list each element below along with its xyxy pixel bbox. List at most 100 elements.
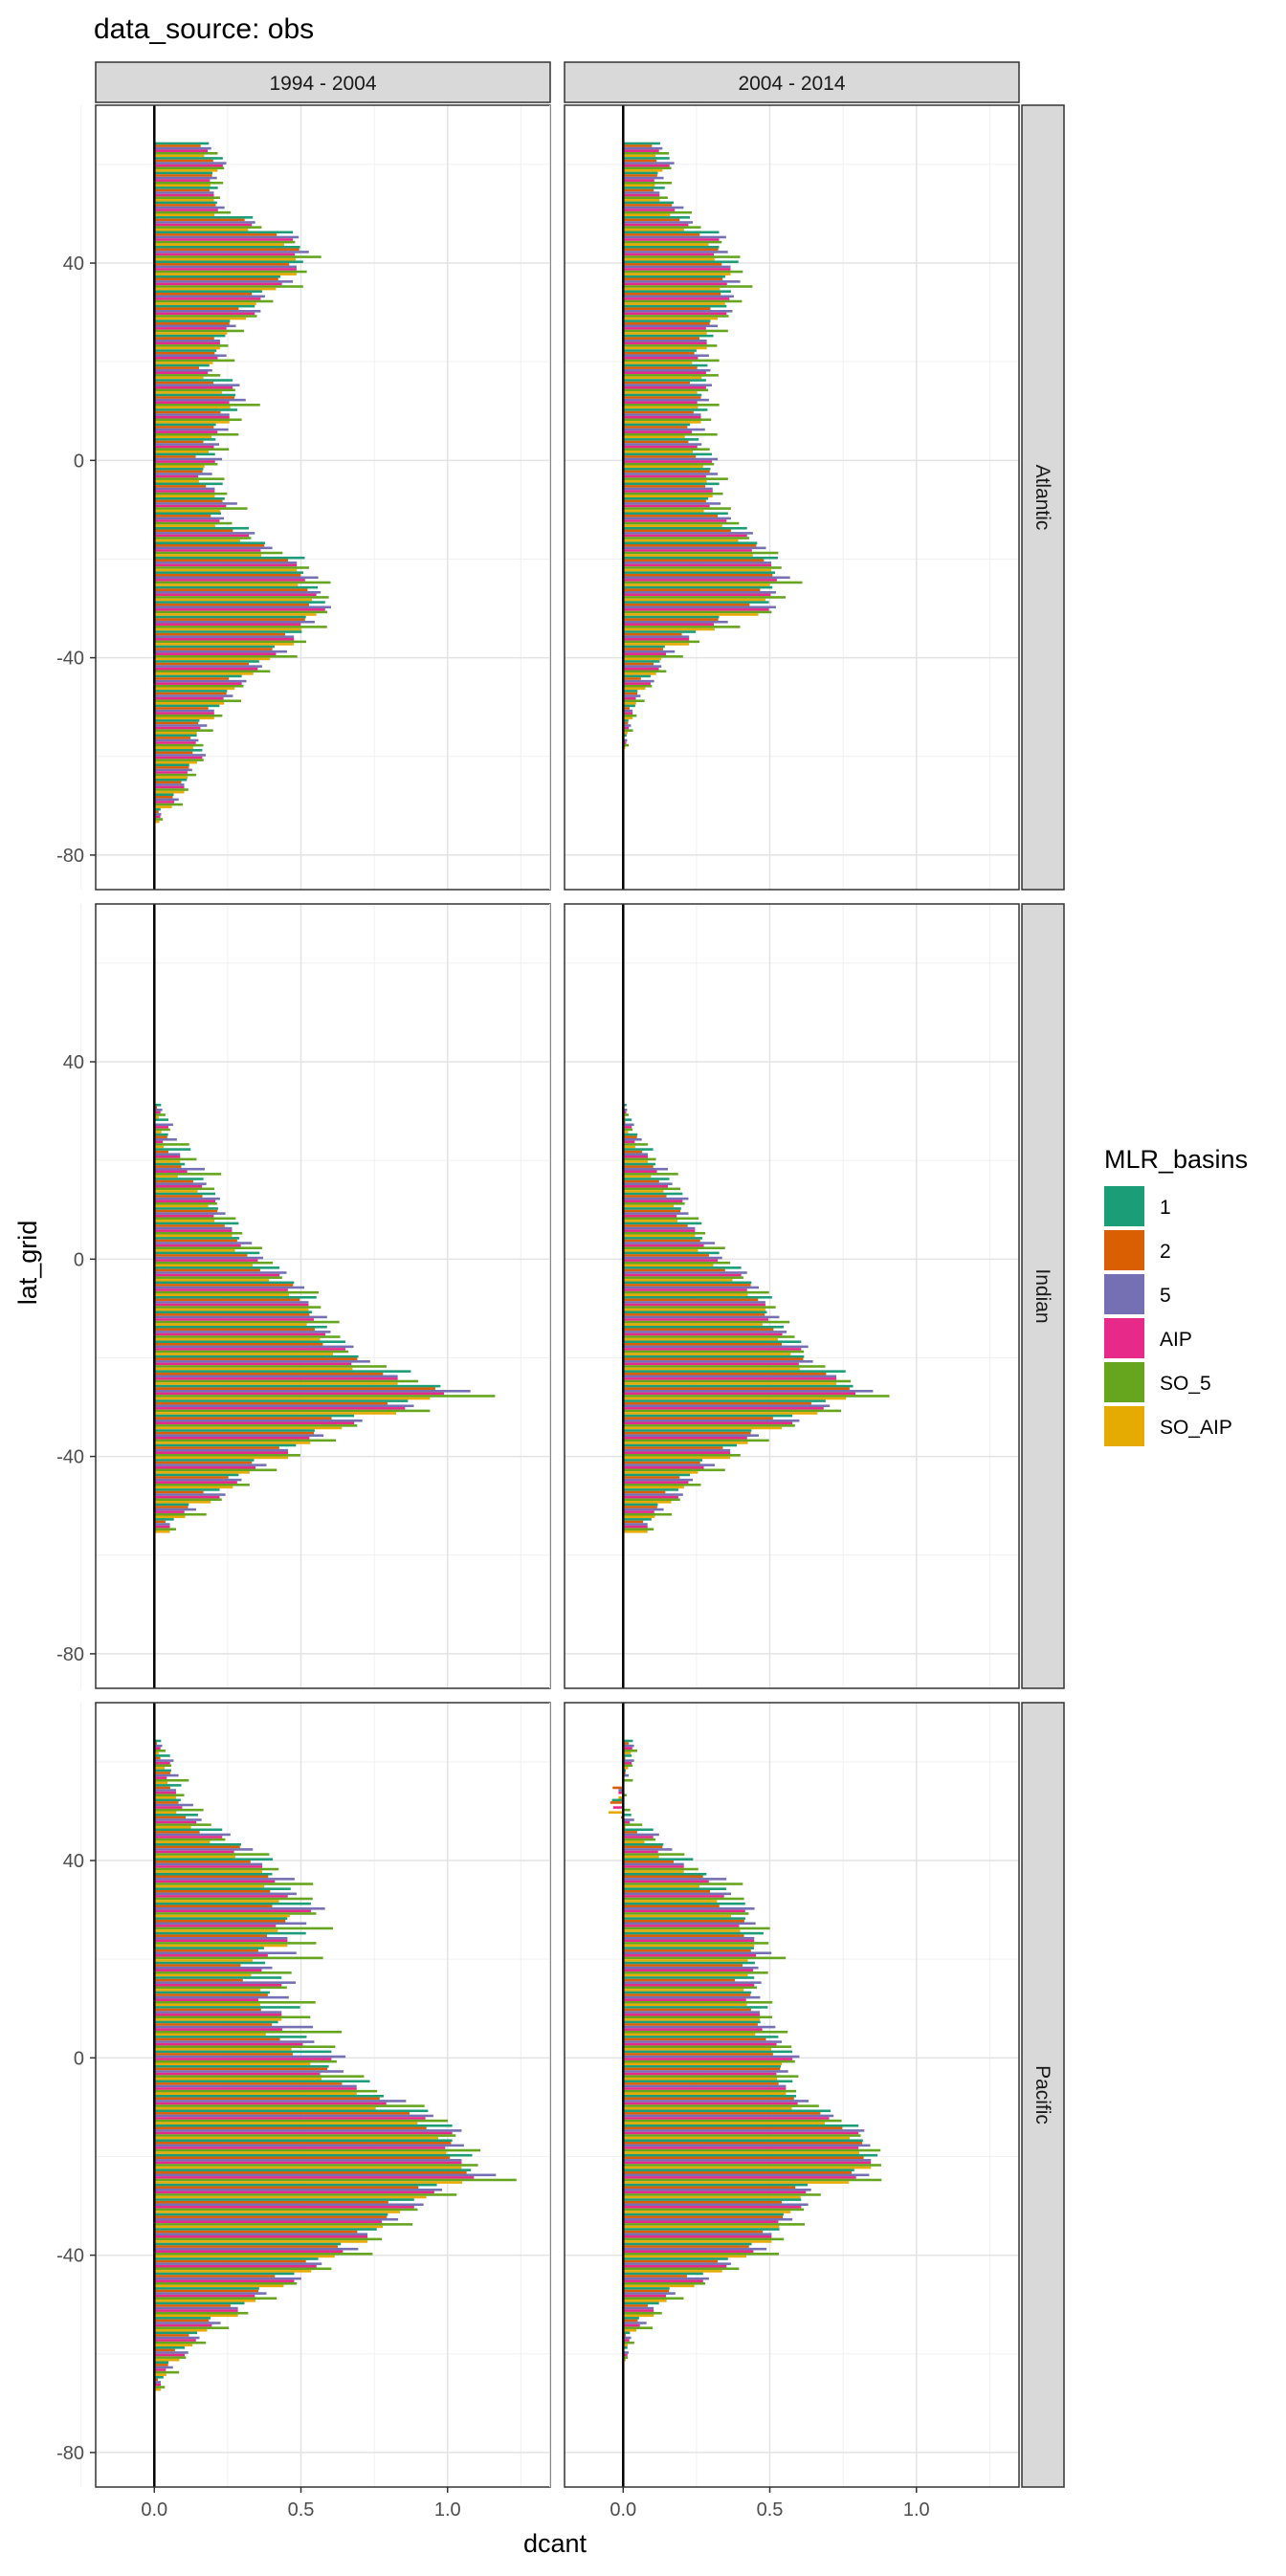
bar: [154, 474, 198, 478]
bar: [154, 1106, 158, 1110]
bar: [623, 618, 719, 621]
bar: [154, 2059, 337, 2063]
bar: [623, 1476, 680, 1479]
bar: [623, 2233, 772, 2235]
bar: [154, 1175, 178, 1178]
bar: [623, 240, 722, 244]
bar: [623, 677, 641, 680]
bar: [154, 504, 227, 508]
bar: [154, 2279, 295, 2282]
bar: [154, 1838, 226, 1841]
bar: [154, 559, 289, 562]
bar: [154, 759, 204, 761]
bar: [623, 603, 750, 606]
bar: [623, 1178, 670, 1180]
legend-key: [1104, 1186, 1144, 1226]
bar: [154, 1942, 317, 1945]
bar: [623, 2240, 772, 2243]
bar: [154, 2323, 212, 2327]
bar: [154, 391, 223, 394]
bar: [623, 1197, 689, 1200]
bar: [623, 559, 765, 562]
bar: [623, 1814, 632, 1816]
bar: [623, 2036, 779, 2038]
bar: [154, 406, 231, 409]
bar: [154, 696, 224, 700]
bar: [623, 2193, 821, 2196]
bar: [154, 1353, 334, 1355]
bar: [623, 2336, 632, 2340]
bar: [154, 643, 295, 646]
bar: [154, 1261, 274, 1265]
bar: [154, 1111, 161, 1114]
bar: [623, 1976, 755, 1979]
y-tick-label: 0: [74, 1249, 84, 1270]
bar: [154, 1518, 174, 1521]
bar: [154, 1902, 311, 1905]
bar: [623, 2317, 639, 2320]
bar: [154, 339, 220, 342]
bar: [154, 1249, 235, 1252]
bar: [154, 169, 218, 172]
bar: [154, 746, 193, 750]
bar: [154, 285, 303, 288]
bar: [154, 1387, 435, 1390]
bar: [623, 385, 706, 389]
facet-strip-row: [1021, 903, 1065, 1689]
bar: [154, 690, 228, 693]
bar: [623, 1212, 689, 1215]
bar: [623, 1313, 765, 1316]
bar: [154, 443, 220, 446]
bar: [623, 401, 698, 405]
bar: [154, 1301, 309, 1304]
bar: [623, 2294, 667, 2298]
bar: [623, 1392, 855, 1396]
bar: [623, 2136, 851, 2140]
bar: [623, 1993, 751, 1996]
bar: [154, 773, 197, 777]
bar: [623, 2045, 792, 2049]
bar: [154, 218, 245, 222]
bar: [154, 1434, 324, 1437]
bar: [154, 576, 319, 580]
bar: [623, 1831, 637, 1834]
bar: [623, 543, 757, 547]
bar: [154, 776, 188, 779]
bar: [154, 2037, 280, 2041]
bar: [623, 724, 632, 727]
bar: [623, 169, 663, 172]
bar: [154, 255, 322, 258]
bar: [154, 1981, 296, 1984]
bar: [623, 657, 662, 661]
bar: [623, 423, 691, 427]
bar: [623, 398, 709, 402]
bar: [623, 1325, 785, 1329]
bar: [623, 2040, 783, 2043]
bar: [154, 477, 225, 480]
bar: [154, 1424, 358, 1427]
bar: [623, 265, 731, 269]
bar: [623, 1493, 683, 1496]
bar: [154, 512, 222, 516]
bar: [154, 1313, 310, 1316]
bar: [623, 1306, 776, 1309]
bar: [154, 1848, 254, 1851]
bar: [623, 462, 715, 466]
bar: [623, 490, 713, 493]
bar: [154, 2336, 200, 2340]
bar: [623, 1503, 658, 1507]
bar: [154, 263, 290, 266]
bar: [623, 2134, 861, 2137]
bar: [623, 1446, 723, 1449]
bar: [154, 754, 207, 757]
bar: [623, 1989, 744, 1992]
bar: [154, 620, 315, 624]
bar: [154, 1156, 181, 1158]
bar: [154, 1320, 340, 1324]
bar: [623, 497, 709, 500]
bar: [154, 2383, 162, 2387]
bar: [154, 1184, 203, 1188]
y-tick-label: -40: [56, 649, 84, 670]
bar: [623, 1973, 748, 1977]
bar: [623, 357, 698, 360]
